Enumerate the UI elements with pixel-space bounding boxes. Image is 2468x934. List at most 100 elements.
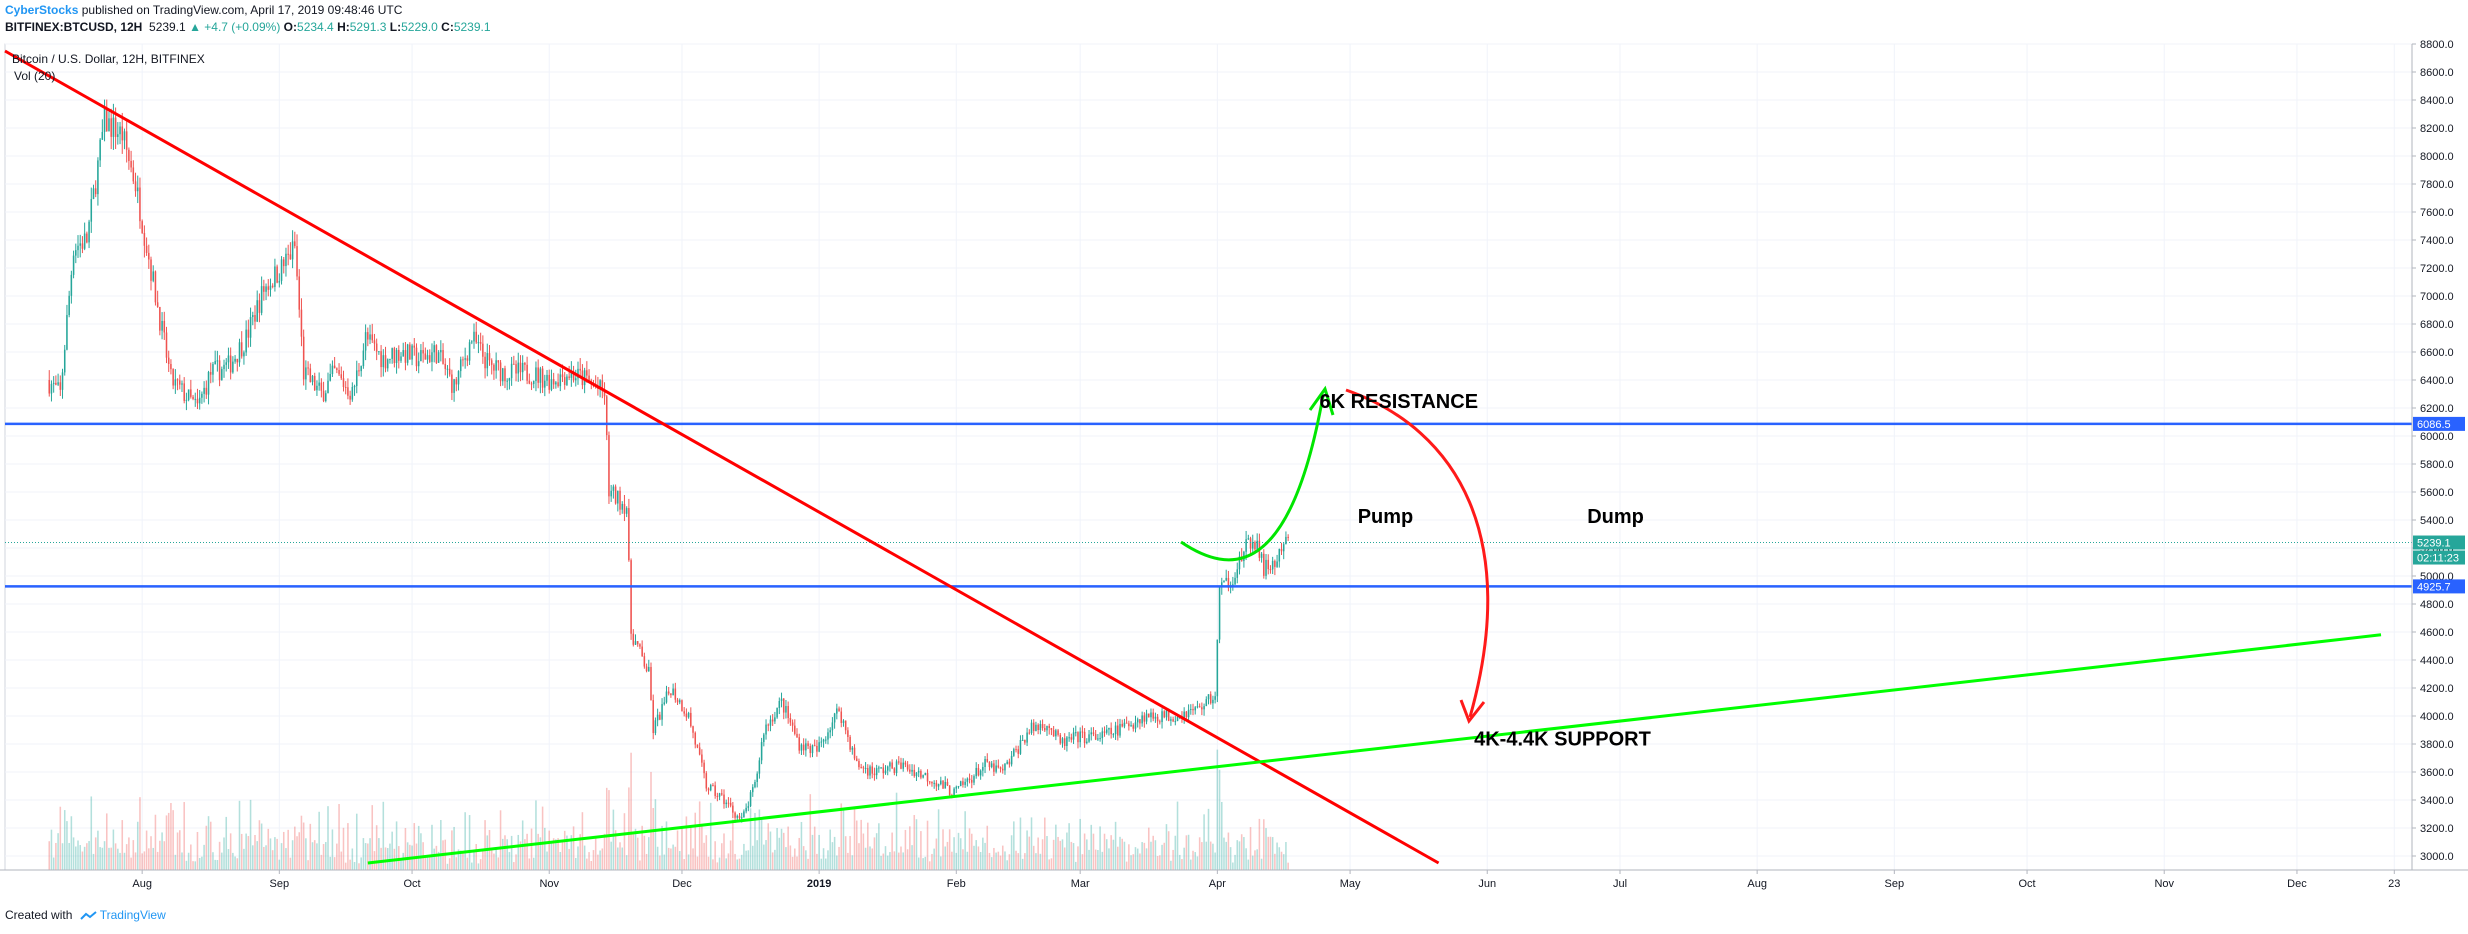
volume-bar [528,858,531,870]
candle-body [818,742,820,752]
candle-body [957,786,960,788]
volume-bar [192,861,194,870]
volume-bar [72,837,75,870]
volume-bar [758,809,761,870]
volume-bar [1223,837,1225,870]
volume-bar [1203,814,1205,870]
candle-body [709,785,712,791]
volume-bar [597,854,599,870]
volume-bar [648,837,650,870]
volume-bar [586,858,588,870]
candle-body [1192,708,1194,711]
candle-body [798,737,800,751]
candle-body [678,700,681,703]
volume-bar [1086,839,1088,870]
candle-body [198,397,201,404]
volume-bar [988,852,991,870]
candle-body [1044,728,1046,731]
candle-body [882,767,885,774]
candle-body [349,395,351,400]
candle-body [690,712,692,727]
candle-body [763,734,765,743]
volume-bar [667,847,670,870]
candle-body [455,379,458,385]
volume-bar [696,856,699,870]
volume-bar [499,810,502,870]
volume-bar [1130,855,1132,870]
candle-body [1251,542,1254,549]
volume-bar [855,820,858,870]
candle-body [911,769,913,772]
price-axis-tags: 6086.5 4925.7 5239.1 02:11:23 [2413,416,2465,594]
volume-bar [1258,818,1261,870]
volume-bar [526,833,528,870]
volume-bar [225,816,228,870]
price-axis[interactable]: 3000.0 3200.0 3400.0 3600.0 3800.0 4000.0 4200… [2411,39,2454,870]
volume-bar [1147,827,1150,870]
candle-body [413,345,416,348]
candle-body [114,117,117,137]
volume-bar [1123,841,1126,870]
volume-bar [940,856,942,870]
volume-bar [50,829,53,870]
candle-body [1105,729,1108,733]
volume-bar [709,802,712,870]
volume-bar [1227,832,1230,870]
annotation-label: Pump [1358,506,1414,528]
candle-body [694,732,697,745]
candle-body [931,781,933,784]
candle-body [1223,580,1225,583]
candle-body [1194,707,1197,711]
volume-bar [440,820,442,870]
volume-bar [619,842,621,870]
candle-body [269,285,272,290]
candle-body [946,781,949,786]
volume-bar [807,858,809,870]
volume-bar [271,850,274,870]
candle-body [1143,715,1146,722]
candle-body [1021,739,1024,741]
candle-body [568,376,570,378]
candle-body [962,781,964,785]
candle-body [316,385,318,391]
candle-body [305,367,307,380]
volume-bar [294,826,296,870]
candle-body [344,386,347,388]
candle-body [1282,544,1285,552]
candle-body [636,641,639,645]
volume-bar [451,830,453,870]
x-tick-label: Jun [1478,878,1496,890]
volume-bar [375,825,378,870]
volume-bar [1176,801,1179,870]
volume-bar [245,833,247,870]
candle-body [552,379,555,385]
trendline-downtrend-line [4,49,1440,865]
volume-bar [703,842,705,870]
candle-body [1050,727,1053,730]
candle-body [1256,540,1258,550]
candle-body [440,350,442,353]
volume-bar [287,829,289,870]
y-tick-label: 8000.0 [2420,151,2454,163]
grid [5,43,2412,870]
candle-body [1110,727,1112,735]
candle-body [1214,696,1216,700]
candle-body [143,232,146,246]
candle-body [617,490,619,504]
candle-body [185,399,188,401]
volume-bar [331,829,334,870]
tradingview-link[interactable]: TradingView [99,908,166,922]
volume-bar [355,813,358,870]
candle-body [1048,725,1050,728]
volume-bar [497,857,500,870]
footer: Created with TradingView [5,908,166,922]
candle-body [355,370,358,387]
author-link[interactable]: CyberStocks [5,3,79,17]
candle-body [906,764,909,770]
time-axis[interactable]: Aug Sep Oct Nov Dec 2019 Feb Mar Apr May Jun Jul Aug… [0,869,2468,890]
volume-bar [1024,853,1026,870]
volume-bar [92,853,95,870]
candle-body [990,763,993,768]
x-tick-label: May [1340,878,1361,890]
